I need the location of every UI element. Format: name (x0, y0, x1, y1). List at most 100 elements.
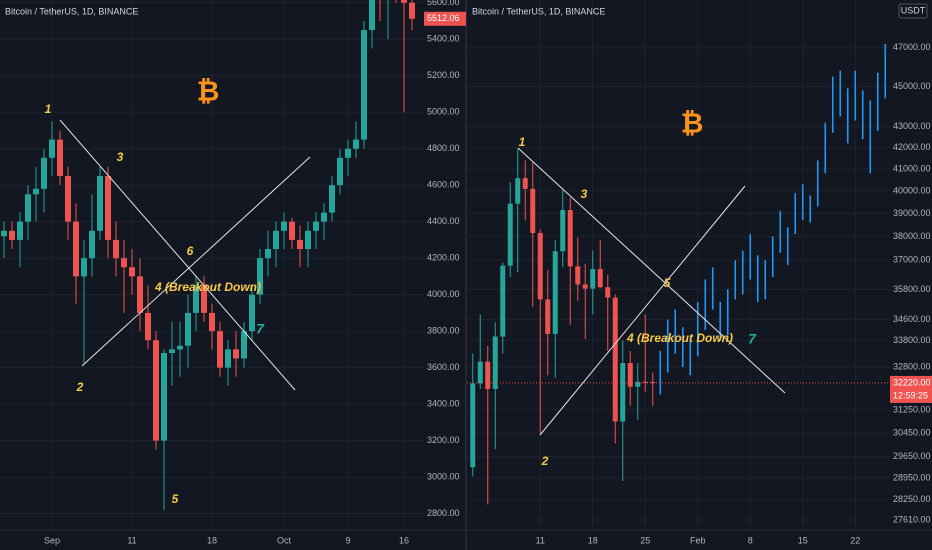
y-tick-label: 3200.00 (427, 435, 460, 445)
candle-body (567, 210, 573, 267)
candle-body (105, 176, 111, 240)
candle-body (81, 258, 87, 277)
y-tick-label: 5600.00 (427, 0, 460, 7)
y-tick-label: 30450.00 (893, 427, 931, 437)
x-tick-label: 8 (748, 535, 753, 545)
candle-body (337, 157, 343, 186)
candle-body (477, 361, 483, 384)
y-tick-label: 3600.00 (427, 362, 460, 372)
y-tick-label: 35800.00 (893, 284, 931, 294)
x-tick-label: 18 (207, 535, 217, 545)
trend-line (539, 185, 746, 436)
last-price-label: 32220.00 (893, 377, 931, 387)
candle-body (627, 363, 633, 387)
candle-body (353, 139, 359, 149)
candle-body (121, 258, 127, 268)
candle-body (297, 239, 303, 250)
y-tick-label: 33800.00 (893, 335, 931, 345)
x-tick-label: Oct (277, 535, 292, 545)
y-tick-label: 43000.00 (893, 121, 931, 131)
y-tick-label: 42000.00 (893, 142, 931, 152)
candle-body (145, 312, 151, 341)
x-tick-label: 11 (536, 535, 545, 545)
candle-body (530, 188, 536, 233)
y-tick-label: 39000.00 (893, 208, 931, 218)
candle-body (485, 361, 491, 390)
candle-body (217, 331, 223, 368)
y-tick-label: 4000.00 (427, 289, 460, 299)
candle-body (41, 157, 47, 189)
plot-right (467, 0, 890, 530)
chart-title: Bitcoin / TetherUS, 1D, BINANCE (5, 6, 138, 16)
y-tick-label: 29650.00 (893, 451, 931, 461)
wave-label: 1 (45, 102, 52, 116)
candle-body (620, 363, 626, 422)
y-tick-label: 37000.00 (893, 255, 931, 265)
trend-lines (59, 119, 786, 436)
candle-body (265, 249, 271, 259)
y-tick-label: 4200.00 (427, 253, 460, 263)
candle-body (522, 178, 528, 189)
y-tick-label: 27610.00 (893, 514, 931, 524)
candle-body (401, 0, 407, 3)
candle-body (161, 353, 167, 441)
candle-body (97, 176, 103, 231)
x-tick-label: 22 (850, 535, 860, 545)
candle-body (560, 210, 566, 252)
plot-left (0, 0, 424, 530)
candle-body (257, 258, 263, 295)
candle-body (345, 148, 351, 158)
candle-body (169, 349, 175, 354)
x-tick-label: Sep (44, 535, 60, 545)
last-price-box (890, 375, 932, 403)
candle-body (129, 267, 135, 277)
wave-label: 7 (748, 331, 757, 347)
unit-label: USDT (901, 5, 926, 15)
candle-body (500, 265, 506, 337)
last-price-label: 5512.06 (427, 13, 460, 23)
candle-body (650, 382, 656, 384)
y-tick-label: 47000.00 (893, 42, 931, 52)
wave-label: 7 (256, 321, 265, 337)
y-tick-label: 41000.00 (893, 163, 931, 173)
candle-body (57, 139, 63, 177)
candle-body (185, 312, 191, 346)
trend-line (81, 156, 311, 367)
candle-body (582, 284, 588, 289)
candle-body (177, 345, 183, 350)
candle-body (409, 2, 415, 19)
candle-body (635, 381, 641, 387)
trend-line (59, 119, 296, 391)
y-tick-label: 3000.00 (427, 471, 460, 481)
y-tick-label: 40000.00 (893, 185, 931, 195)
chart-title: Bitcoin / TetherUS, 1D, BINANCE (472, 6, 605, 16)
candle-body (233, 349, 239, 359)
candle-body (73, 221, 79, 277)
wave-label: 2 (76, 380, 84, 394)
wave-label: 3 (581, 187, 588, 201)
y-tick-label: 3400.00 (427, 398, 460, 408)
candle-body (1, 230, 7, 237)
trend-line (517, 147, 786, 394)
candle-body (201, 285, 207, 313)
y-tick-label: 5000.00 (427, 107, 460, 117)
candle-body (507, 203, 513, 266)
y-tick-label: 38000.00 (893, 231, 931, 241)
candle-body (9, 230, 15, 240)
x-tick-label: 15 (798, 535, 808, 545)
y-tick-label: 34600.00 (893, 314, 931, 324)
candle-body (49, 139, 55, 158)
wave-label: 5 (664, 276, 671, 290)
x-tick-label: 25 (640, 535, 650, 545)
candle-body (369, 0, 375, 31)
candle-body (329, 185, 335, 213)
candle-body (492, 336, 498, 390)
candle-body (25, 194, 31, 222)
candle-body (153, 340, 159, 441)
candle-body (249, 294, 255, 332)
logo: ₿ (197, 75, 220, 106)
candle-body (545, 299, 551, 334)
countdown-label: 12:59:25 (893, 390, 928, 400)
unit-box (898, 3, 928, 19)
